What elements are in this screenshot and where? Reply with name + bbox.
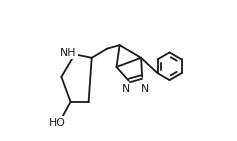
Text: N: N: [122, 84, 130, 94]
Text: N: N: [141, 84, 149, 94]
Text: HO: HO: [49, 118, 66, 128]
Text: NH: NH: [60, 48, 77, 58]
